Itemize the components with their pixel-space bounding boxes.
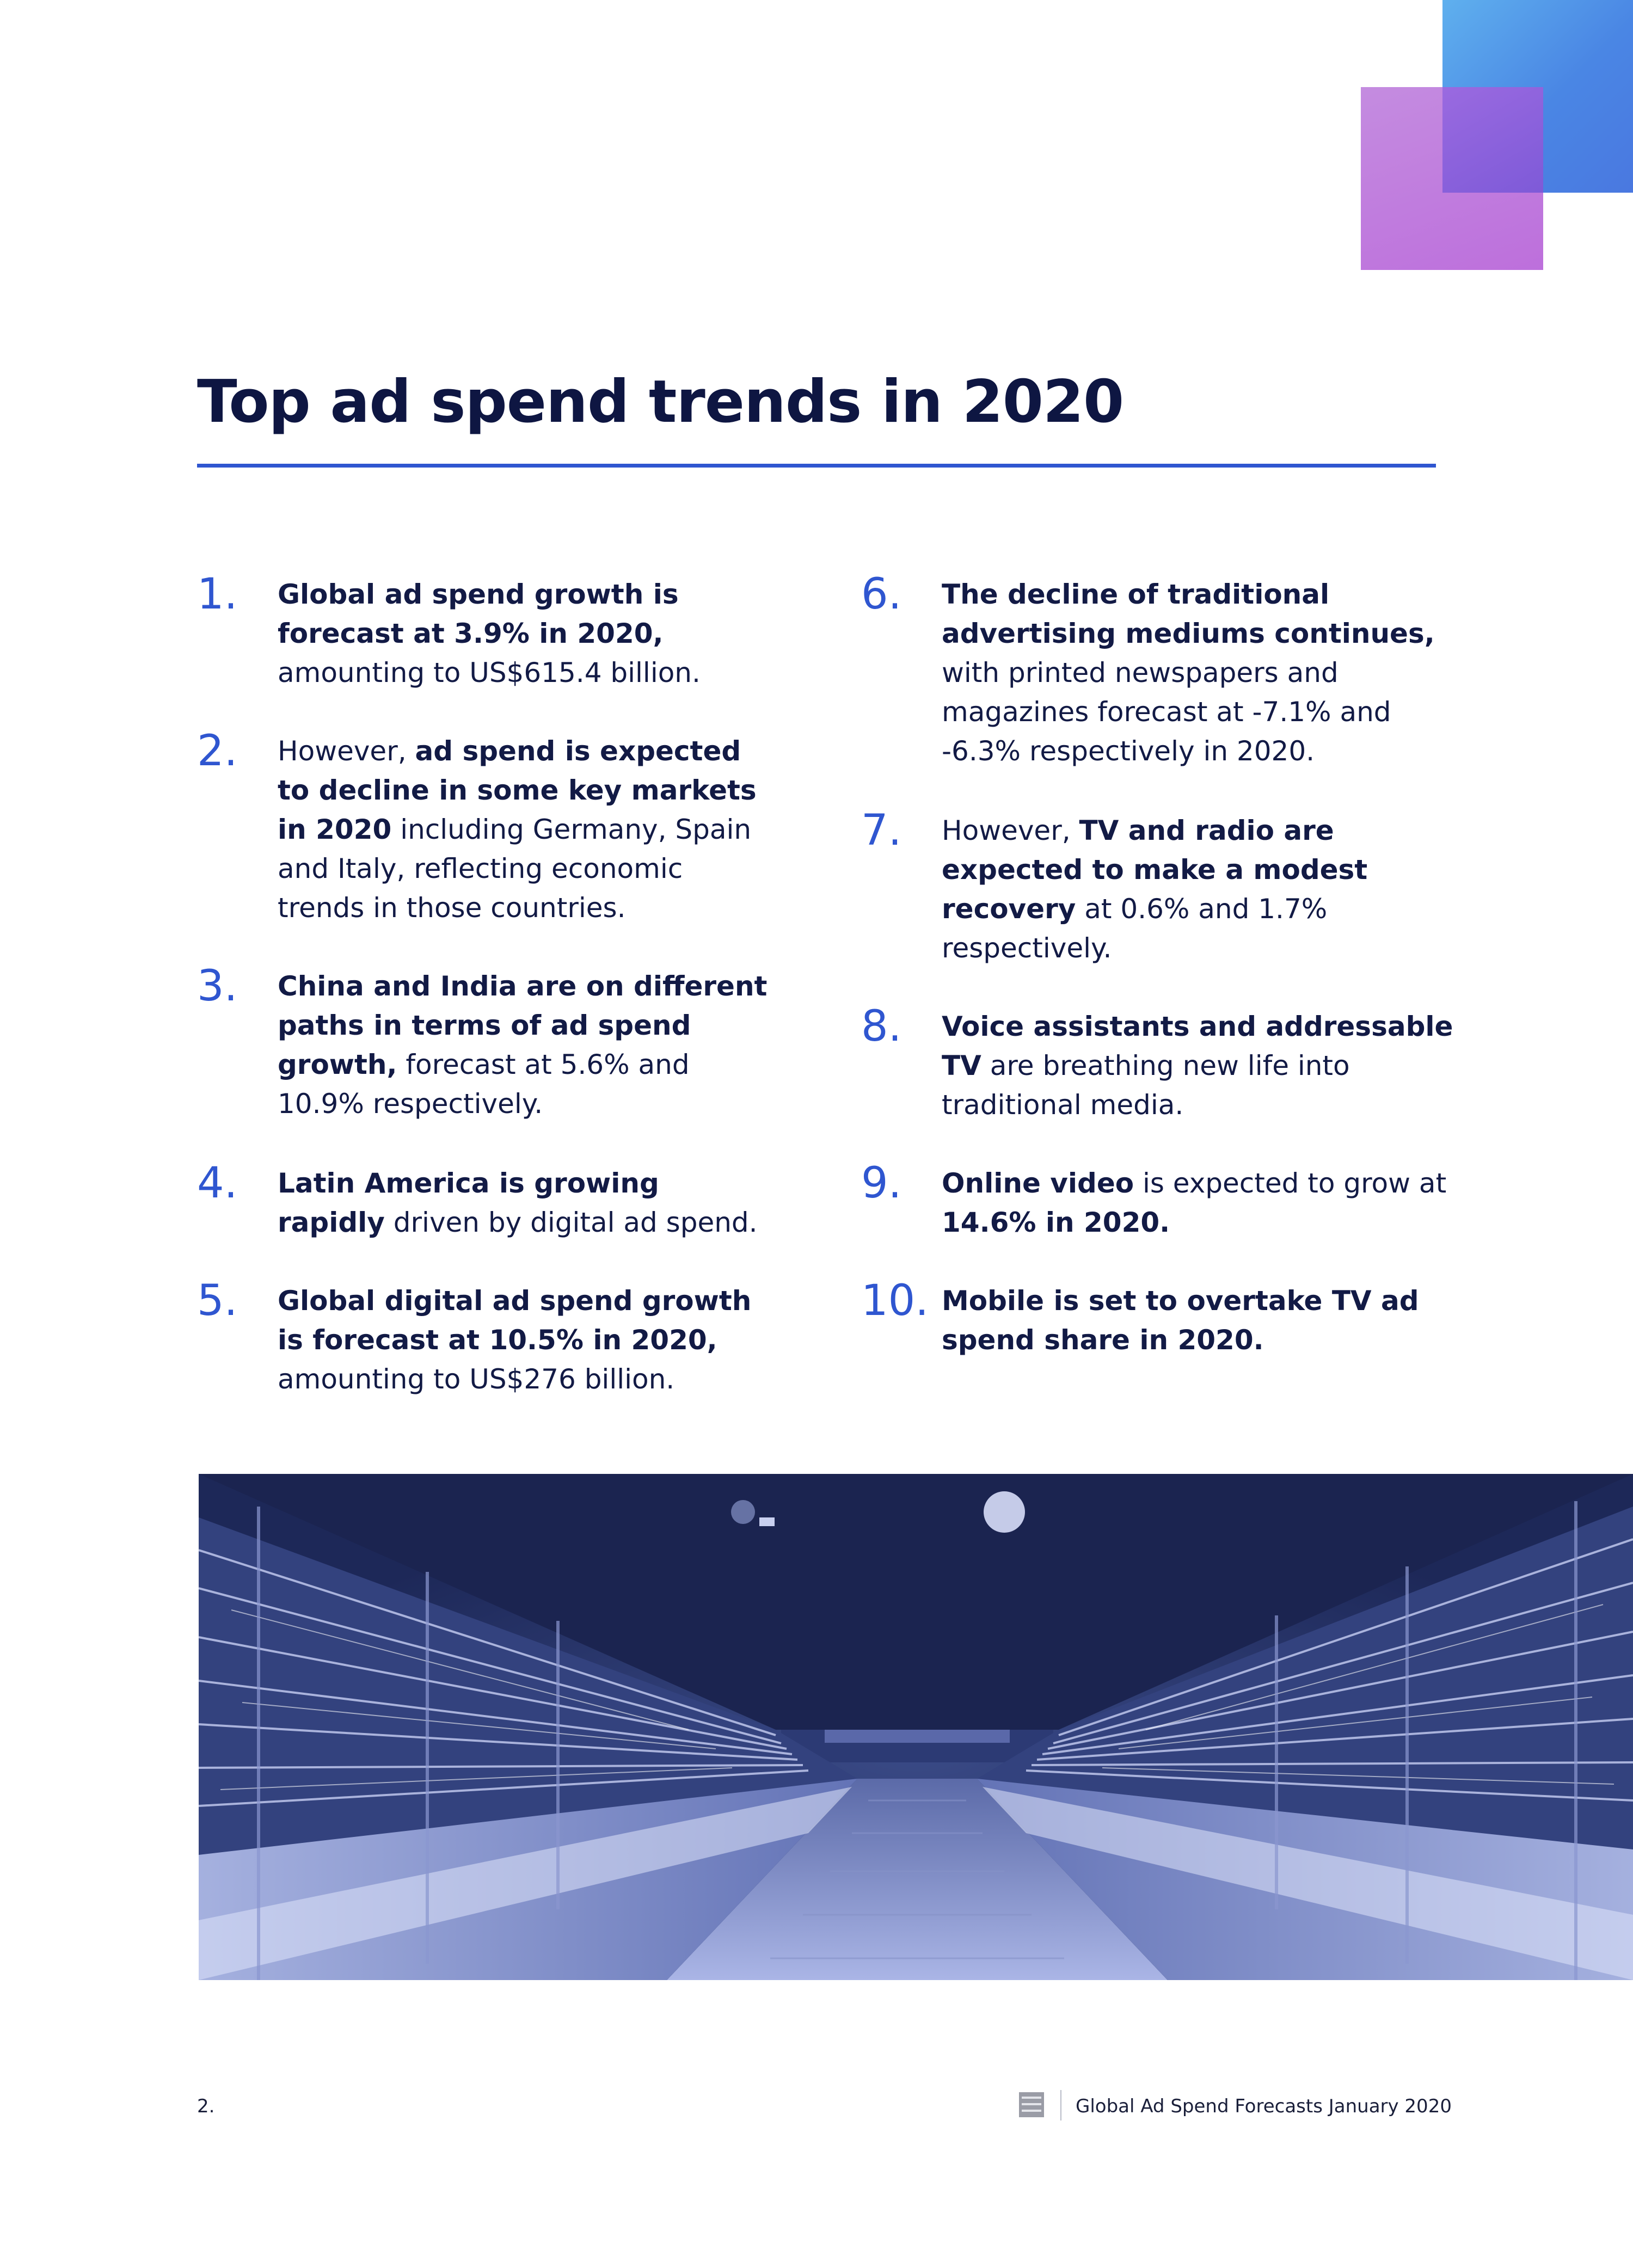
trend-number: 3.	[197, 962, 238, 1011]
footer-separator	[1060, 2090, 1061, 2121]
title-divider	[197, 464, 1436, 468]
trend-text: Online video is expected to grow at 14.6…	[942, 1164, 1453, 1242]
walkway-photo-illustration	[199, 1474, 1633, 1980]
trend-bold: Latin America is growing rapidly	[278, 1167, 659, 1238]
trend-number: 7.	[861, 806, 902, 855]
trend-text: Global ad spend growth is forecast at 3.…	[278, 575, 768, 692]
trend-lead: However,	[942, 815, 1079, 846]
trend-bold: Global digital ad spend growth is foreca…	[278, 1285, 752, 1356]
trend-body: are breathing new life into traditional …	[942, 1050, 1350, 1121]
trend-bold: Mobile is set to overtake TV ad spend sh…	[942, 1285, 1419, 1356]
trend-body: amounting to US$615.4 billion.	[278, 657, 701, 689]
trend-text: China and India are on different paths i…	[278, 967, 768, 1123]
trend-body: amounting to US$276 billion.	[278, 1363, 675, 1395]
trend-bold: China and India are on different paths i…	[278, 970, 768, 1080]
trend-text: Global digital ad spend growth is foreca…	[278, 1281, 768, 1399]
trend-text: However, ad spend is expected to decline…	[278, 732, 768, 927]
trend-body: at 0.6% and 1.7% respectively.	[942, 893, 1328, 964]
trend-text: Latin America is growing rapidly driven …	[278, 1164, 768, 1242]
trend-text: The decline of traditional advertising m…	[942, 575, 1453, 771]
walkway-photo	[199, 1474, 1633, 1980]
trend-body: forecast at 5.6% and 10.9% respectively.	[278, 1049, 690, 1120]
page-title: Top ad spend trends in 2020	[197, 368, 1124, 436]
trend-bold: Global ad spend growth is forecast at 3.…	[278, 579, 679, 649]
trend-bold: TV and radio are expected to make a mode…	[942, 815, 1368, 925]
trend-body: with printed newspapers and magazines fo…	[942, 657, 1391, 767]
trend-number: 2.	[197, 727, 238, 776]
trend-number: 5.	[197, 1276, 238, 1325]
trend-number: 4.	[197, 1159, 238, 1208]
trend-number: 10.	[861, 1276, 929, 1325]
trend-number: 6.	[861, 570, 902, 619]
trend-number: 9.	[861, 1159, 902, 1208]
trend-bold: ad spend is expected to decline in some …	[278, 735, 757, 845]
decorative-overlap-square	[1442, 87, 1543, 193]
trend-text: Mobile is set to overtake TV ad spend sh…	[942, 1281, 1453, 1360]
trend-body: driven by digital ad spend.	[384, 1207, 758, 1238]
trend-number: 8.	[861, 1002, 902, 1051]
footer-document-title: Global Ad Spend Forecasts January 2020	[1076, 2095, 1452, 2117]
trend-number: 1.	[197, 570, 238, 619]
dentsu-aegis-network-logo-icon	[1019, 2092, 1044, 2117]
trend-text: Voice assistants and addressable TV are …	[942, 1007, 1453, 1124]
trend-bold: Online video	[942, 1167, 1134, 1199]
trend-bold-2: 14.6% in 2020.	[942, 1207, 1170, 1238]
trend-body: is expected to grow at	[1134, 1167, 1447, 1199]
trend-bold: Voice assistants and addressable TV	[942, 1011, 1453, 1081]
page-number: 2.	[197, 2095, 215, 2117]
trend-text: However, TV and radio are expected to ma…	[942, 811, 1453, 968]
trend-lead: However,	[278, 735, 415, 767]
trend-bold: The decline of traditional advertising m…	[942, 579, 1435, 649]
trend-body: including Germany, Spain and Italy, refl…	[278, 814, 752, 924]
